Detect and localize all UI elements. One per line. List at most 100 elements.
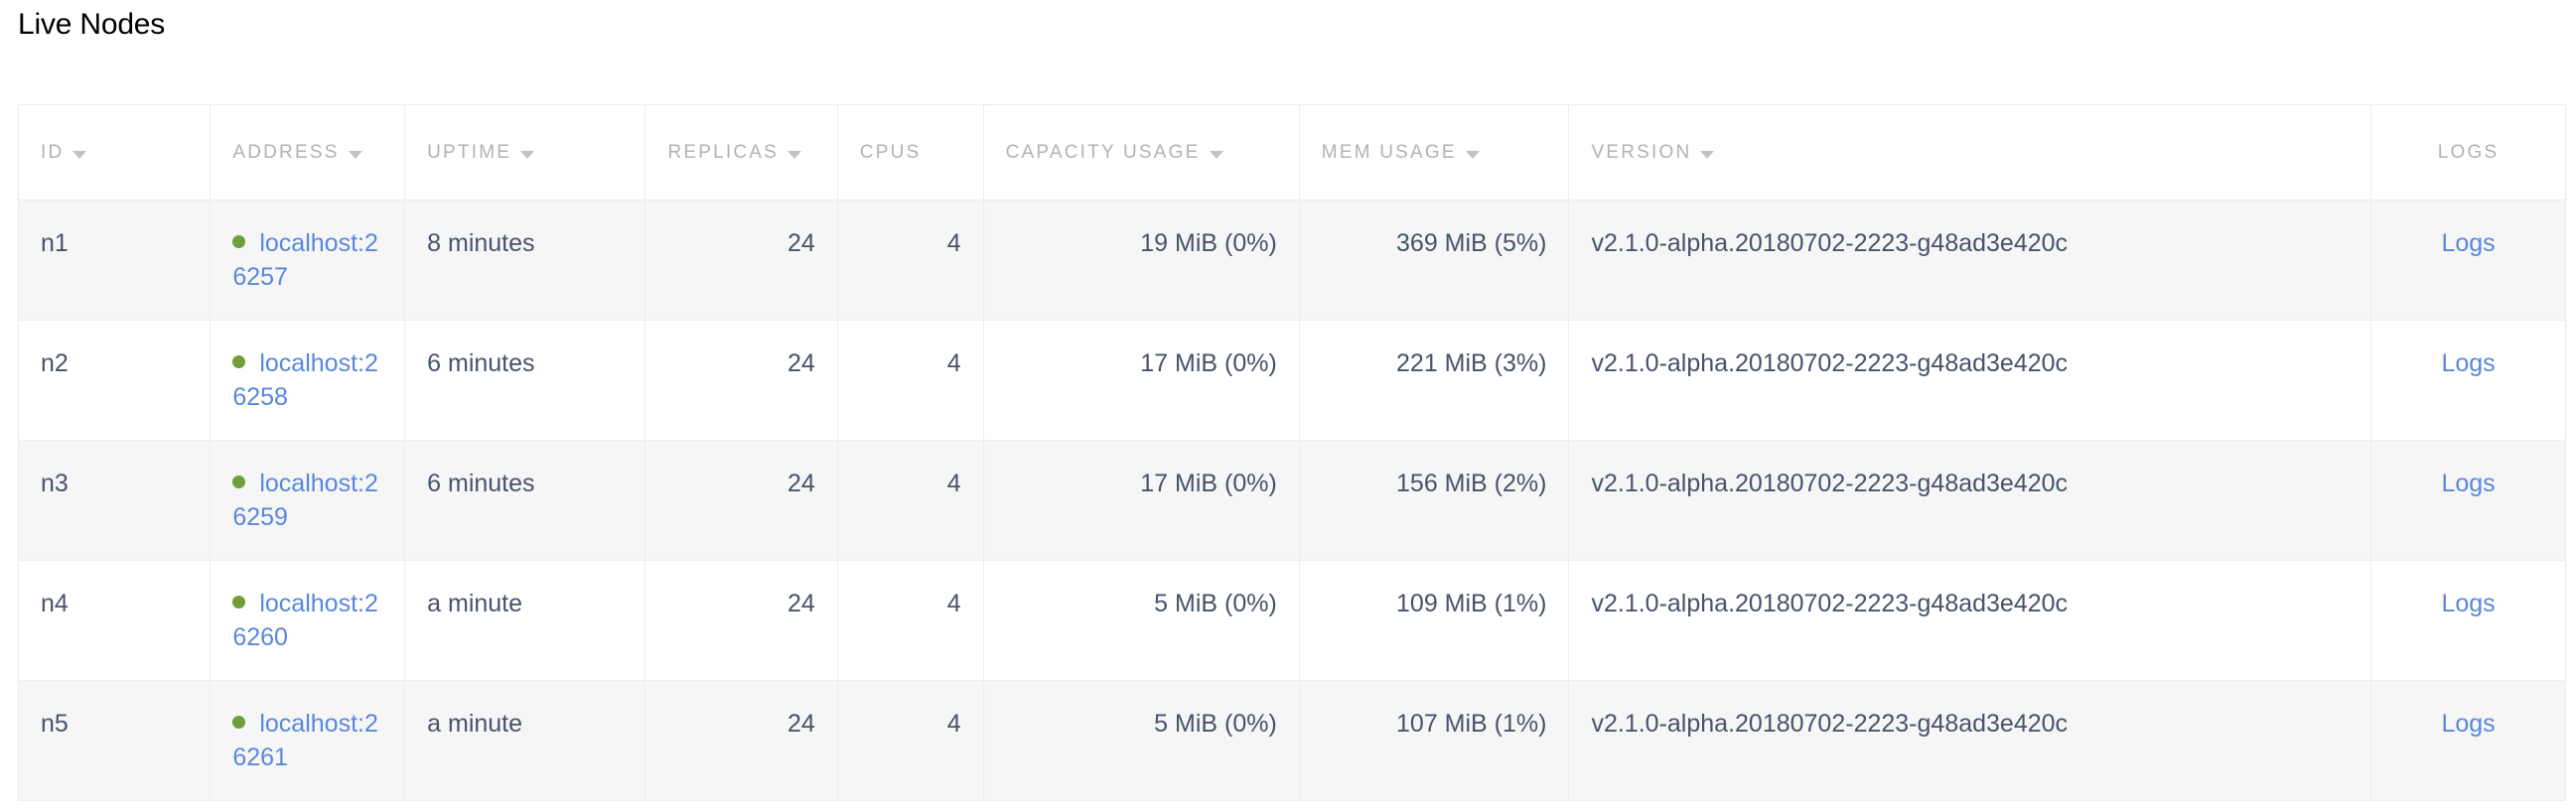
table-body: n1 localhost:26257 8 minutes 24 4 19 MiB (0%)… bbox=[18, 200, 2566, 801]
cell-node-address: localhost:26257 bbox=[210, 200, 406, 321]
cell-node-uptime: a minute bbox=[404, 560, 646, 681]
table-row: n3 localhost:26259 6 minutes 24 4 17 MiB (0%)… bbox=[18, 440, 2566, 561]
column-header-inner: LOGS bbox=[2438, 142, 2500, 164]
cell-node-address: localhost:26259 bbox=[210, 440, 406, 561]
node-status-live-icon bbox=[232, 355, 246, 368]
column-header-inner: VERSION bbox=[1591, 141, 1715, 164]
cell-node-capacity-usage: 17 MiB (0%) bbox=[983, 440, 1300, 561]
column-header-mem[interactable]: MEM USAGE bbox=[1299, 104, 1570, 201]
cell-node-uptime: 8 minutes bbox=[404, 200, 646, 321]
node-logs-link[interactable]: Logs bbox=[2441, 590, 2496, 617]
column-header-inner: CPUS bbox=[860, 142, 922, 164]
column-header-inner: ADDRESS bbox=[232, 141, 362, 164]
node-logs-link[interactable]: Logs bbox=[2441, 710, 2496, 738]
node-address-link[interactable]: localhost:26260 bbox=[232, 590, 378, 651]
column-header-id[interactable]: ID bbox=[18, 104, 212, 201]
cell-node-cpus: 4 bbox=[837, 320, 984, 441]
cell-node-capacity-usage: 5 MiB (0%) bbox=[983, 560, 1300, 681]
sort-descending-icon[interactable] bbox=[1700, 150, 1715, 159]
cell-node-id: n5 bbox=[18, 680, 212, 801]
cell-node-cpus: 4 bbox=[837, 680, 984, 801]
cell-node-replicas: 24 bbox=[644, 560, 838, 681]
cell-node-id: n4 bbox=[18, 560, 212, 681]
cell-node-logs: Logs bbox=[2370, 320, 2566, 441]
column-header-logs: LOGS bbox=[2370, 104, 2566, 201]
table-row: n4 localhost:26260 a minute 24 4 5 MiB (0%) 10… bbox=[18, 560, 2566, 681]
cell-node-logs: Logs bbox=[2370, 200, 2566, 321]
column-header-label: LOGS bbox=[2437, 141, 2500, 163]
cell-node-version: v2.1.0-alpha.20180702-2223-g48ad3e420c bbox=[1568, 560, 2372, 681]
cell-node-id: n3 bbox=[18, 440, 212, 561]
cell-node-capacity-usage: 5 MiB (0%) bbox=[983, 680, 1300, 801]
cell-node-replicas: 24 bbox=[644, 680, 838, 801]
cell-node-id: n2 bbox=[18, 320, 212, 441]
table-header-row: ID ADDRESS UPTIME REPLICAS CPUS CAPACITY USAG… bbox=[18, 104, 2566, 201]
cell-node-version: v2.1.0-alpha.20180702-2223-g48ad3e420c bbox=[1568, 200, 2372, 321]
sort-descending-icon[interactable] bbox=[348, 150, 362, 159]
column-header-inner: CAPACITY USAGE bbox=[1006, 142, 1223, 164]
sort-descending-icon[interactable] bbox=[1209, 150, 1223, 159]
column-header-label: UPTIME bbox=[427, 141, 512, 163]
cell-node-address: localhost:26261 bbox=[210, 680, 406, 801]
cell-node-capacity-usage: 17 MiB (0%) bbox=[983, 320, 1300, 441]
sort-descending-icon[interactable] bbox=[787, 150, 802, 159]
column-header-label: REPLICAS bbox=[667, 141, 780, 163]
table-row: n2 localhost:26258 6 minutes 24 4 17 MiB (0%)… bbox=[18, 320, 2566, 441]
node-address-link[interactable]: localhost:26258 bbox=[232, 349, 378, 411]
column-header-label: CAPACITY USAGE bbox=[1005, 141, 1201, 163]
sort-descending-icon[interactable] bbox=[520, 150, 535, 159]
cell-node-mem-usage: 221 MiB (3%) bbox=[1299, 320, 1570, 441]
node-status-live-icon bbox=[232, 235, 246, 248]
cell-node-mem-usage: 369 MiB (5%) bbox=[1299, 200, 1570, 321]
node-address-link[interactable]: localhost:26259 bbox=[232, 470, 378, 531]
cell-node-capacity-usage: 19 MiB (0%) bbox=[983, 200, 1300, 321]
cell-node-uptime: 6 minutes bbox=[404, 320, 646, 441]
column-header-label: ADDRESS bbox=[232, 141, 340, 163]
node-logs-link[interactable]: Logs bbox=[2441, 349, 2496, 377]
node-logs-link[interactable]: Logs bbox=[2441, 470, 2496, 497]
cell-node-uptime: a minute bbox=[404, 680, 646, 801]
column-header-uptime[interactable]: UPTIME bbox=[404, 104, 646, 201]
cell-node-version: v2.1.0-alpha.20180702-2223-g48ad3e420c bbox=[1568, 320, 2372, 441]
cell-node-replicas: 24 bbox=[644, 200, 838, 321]
column-header-label: ID bbox=[41, 141, 65, 163]
cell-node-cpus: 4 bbox=[837, 560, 984, 681]
cell-node-mem-usage: 109 MiB (1%) bbox=[1299, 560, 1570, 681]
cell-node-logs: Logs bbox=[2370, 440, 2566, 561]
column-header-capacity[interactable]: CAPACITY USAGE bbox=[983, 104, 1300, 201]
node-logs-link[interactable]: Logs bbox=[2441, 229, 2496, 257]
cell-node-logs: Logs bbox=[2370, 560, 2566, 681]
table-header: ID ADDRESS UPTIME REPLICAS CPUS CAPACITY USAG… bbox=[18, 104, 2566, 201]
cell-node-mem-usage: 107 MiB (1%) bbox=[1299, 680, 1570, 801]
column-header-inner: ID bbox=[41, 141, 87, 164]
column-header-address[interactable]: ADDRESS bbox=[210, 104, 406, 201]
cell-node-cpus: 4 bbox=[837, 440, 984, 561]
cell-node-mem-usage: 156 MiB (2%) bbox=[1299, 440, 1570, 561]
cell-node-replicas: 24 bbox=[644, 320, 838, 441]
column-header-version[interactable]: VERSION bbox=[1568, 104, 2372, 201]
cell-node-cpus: 4 bbox=[837, 200, 984, 321]
sort-descending-icon[interactable] bbox=[72, 150, 87, 159]
column-header-label: VERSION bbox=[1591, 141, 1692, 163]
column-header-inner: REPLICAS bbox=[667, 141, 802, 164]
column-header-cpus: CPUS bbox=[837, 104, 984, 201]
cell-node-address: localhost:26258 bbox=[210, 320, 406, 441]
cell-node-uptime: 6 minutes bbox=[404, 440, 646, 561]
node-address-link[interactable]: localhost:26257 bbox=[232, 229, 378, 291]
sort-descending-icon[interactable] bbox=[1465, 150, 1480, 159]
column-header-replicas[interactable]: REPLICAS bbox=[644, 104, 838, 201]
node-status-live-icon bbox=[232, 475, 246, 488]
live-nodes-table: ID ADDRESS UPTIME REPLICAS CPUS CAPACITY USAG… bbox=[18, 104, 2566, 801]
cell-node-logs: Logs bbox=[2370, 680, 2566, 801]
column-header-inner: MEM USAGE bbox=[1322, 142, 1480, 164]
table-row: n5 localhost:26261 a minute 24 4 5 MiB (0%) 10… bbox=[18, 680, 2566, 801]
cell-node-version: v2.1.0-alpha.20180702-2223-g48ad3e420c bbox=[1568, 440, 2372, 561]
table-row: n1 localhost:26257 8 minutes 24 4 19 MiB (0%)… bbox=[18, 200, 2566, 321]
page-title: Live Nodes bbox=[18, 8, 166, 41]
cell-node-address: localhost:26260 bbox=[210, 560, 406, 681]
node-address-link[interactable]: localhost:26261 bbox=[232, 710, 378, 771]
node-status-live-icon bbox=[232, 596, 246, 609]
node-status-live-icon bbox=[232, 716, 246, 729]
cell-node-id: n1 bbox=[18, 200, 212, 321]
